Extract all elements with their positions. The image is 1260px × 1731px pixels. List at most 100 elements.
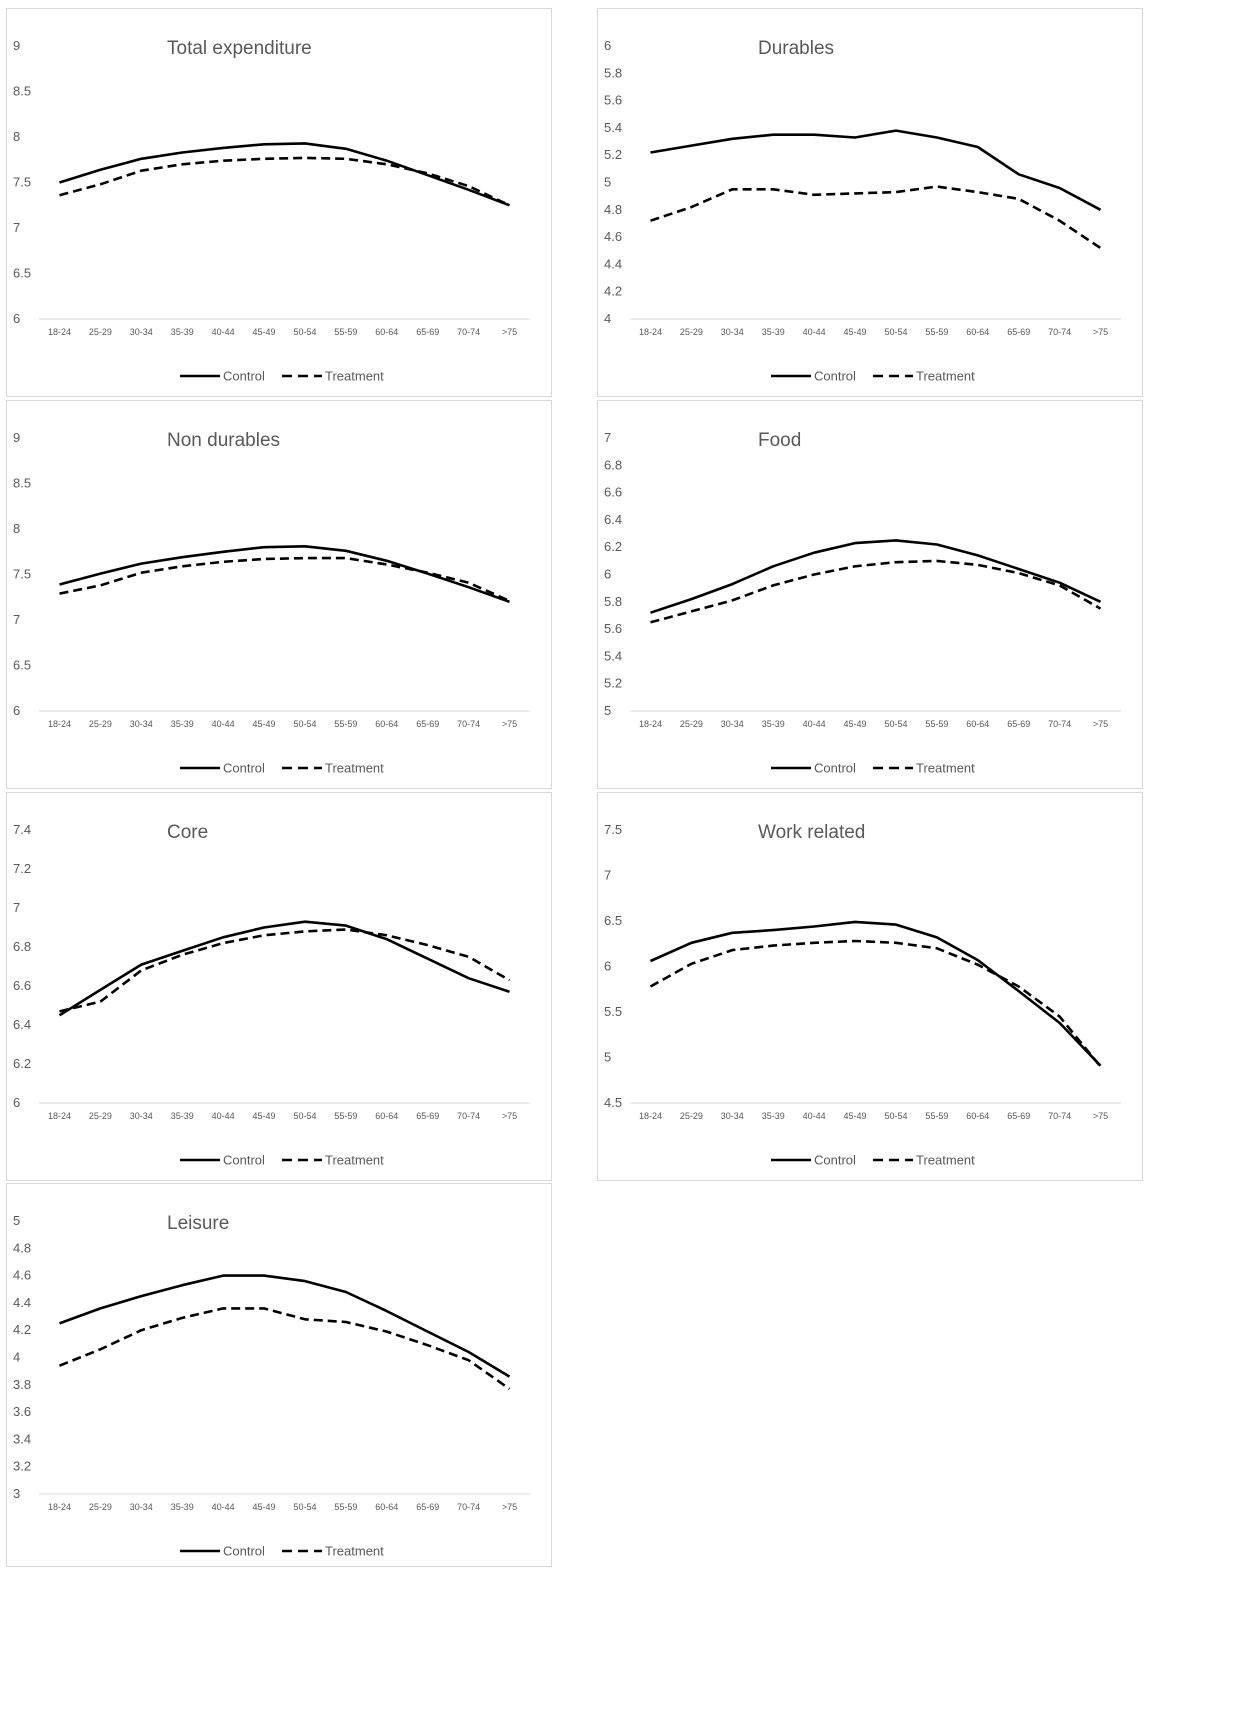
x-tick-label: 65-69 xyxy=(1007,327,1030,337)
x-tick-label: 60-64 xyxy=(375,1502,398,1512)
x-tick-label: 65-69 xyxy=(416,719,439,729)
y-tick-label: 5.4 xyxy=(604,120,622,135)
x-tick-label: 40-44 xyxy=(212,327,235,337)
x-tick-label: 70-74 xyxy=(457,1502,480,1512)
x-tick-label: >75 xyxy=(1093,719,1108,729)
x-tick-label: 60-64 xyxy=(375,719,398,729)
x-tick-label: 35-39 xyxy=(762,719,785,729)
x-tick-label: 65-69 xyxy=(416,1111,439,1121)
series-line-treatment xyxy=(59,156,511,207)
chart-svg-core: Core 6 6.2 6.4 6.6 6.8 7 7.2 7.4 18-24 25-29 30-34 3… xyxy=(13,822,530,1168)
x-tick-label: 55-59 xyxy=(334,1502,357,1512)
y-tick-label: 7.4 xyxy=(13,822,31,837)
y-tick-label: 6.5 xyxy=(604,913,622,928)
legend-label-treatment: Treatment xyxy=(916,1153,975,1168)
chart-svg-work-related: Work related 4.5 5 5.5 6 6.5 7 7.5 18-24 25-29 30-… xyxy=(604,822,1121,1168)
x-tick-label: >75 xyxy=(502,1111,517,1121)
x-tick-label: 70-74 xyxy=(457,327,480,337)
y-tick-label: 6.8 xyxy=(13,939,31,954)
y-tick-label: 6 xyxy=(13,1095,20,1110)
legend-label-treatment: Treatment xyxy=(325,369,384,384)
y-tick-label: 5 xyxy=(604,703,611,718)
y-tick-label: 4.8 xyxy=(604,202,622,217)
y-tick-label: 8.5 xyxy=(13,84,31,99)
y-tick-label: 3.4 xyxy=(13,1431,31,1446)
y-tick-label: 8.5 xyxy=(13,476,31,491)
series-line-treatment xyxy=(59,928,511,1013)
y-tick-label: 6.4 xyxy=(13,1017,31,1032)
legend-label-treatment: Treatment xyxy=(916,369,975,384)
x-tick-label: 55-59 xyxy=(925,719,948,729)
y-tick-label: 6 xyxy=(13,703,20,718)
y-tick-label: 6.6 xyxy=(13,978,31,993)
x-tick-label: 45-49 xyxy=(844,1111,867,1121)
x-tick-label: 40-44 xyxy=(212,719,235,729)
x-tick-label: 35-39 xyxy=(171,1111,194,1121)
x-tick-label: 60-64 xyxy=(966,327,989,337)
x-tick-label: 45-49 xyxy=(253,719,276,729)
y-tick-label: 8 xyxy=(13,129,20,144)
x-tick-label: 18-24 xyxy=(48,719,71,729)
y-tick-label: 3 xyxy=(13,1486,20,1501)
x-tick-label: 25-29 xyxy=(89,327,112,337)
legend-label-control: Control xyxy=(223,1153,265,1168)
x-tick-label: 30-34 xyxy=(130,1502,153,1512)
x-tick-label: 25-29 xyxy=(680,1111,703,1121)
y-tick-label: 4 xyxy=(604,311,611,326)
x-tick-label: 70-74 xyxy=(1048,719,1071,729)
chart-title: Non durables xyxy=(167,430,280,451)
x-tick-label: 60-64 xyxy=(966,719,989,729)
series-line-treatment xyxy=(650,559,1102,624)
y-tick-label: 5.2 xyxy=(604,676,622,691)
x-tick-label: >75 xyxy=(1093,1111,1108,1121)
chart-title: Leisure xyxy=(167,1213,229,1234)
chart-svg-non-durables: Non durables 6 6.5 7 7.5 8 8.5 9 18-24 25-29 30-34… xyxy=(13,430,530,776)
y-tick-label: 7 xyxy=(13,220,20,235)
y-tick-label: 7.5 xyxy=(13,175,31,190)
y-tick-label: 5.6 xyxy=(604,93,622,108)
chart-panel-non-durables: Non durables 6 6.5 7 7.5 8 8.5 9 18-24 25-29 30-34… xyxy=(6,400,552,789)
x-tick-label: 65-69 xyxy=(1007,719,1030,729)
x-tick-label: 45-49 xyxy=(253,1502,276,1512)
y-tick-label: 6 xyxy=(604,38,611,53)
y-tick-label: 4.6 xyxy=(13,1268,31,1283)
y-tick-label: 6.2 xyxy=(13,1056,31,1071)
y-tick-label: 4.2 xyxy=(13,1322,31,1337)
series-line-control xyxy=(59,545,510,604)
x-tick-label: 30-34 xyxy=(721,719,744,729)
chart-panel-total-expenditure: Total expenditure 6 6.5 7 7.5 8 8.5 9 18-24 25-29… xyxy=(6,8,552,397)
chart-title: Durables xyxy=(758,38,834,59)
series-line-treatment xyxy=(59,556,511,603)
y-tick-label: 5.6 xyxy=(604,621,622,636)
y-tick-label: 5 xyxy=(604,1050,611,1065)
y-tick-label: 7 xyxy=(604,868,611,883)
legend-label-control: Control xyxy=(223,1544,265,1559)
x-tick-label: 35-39 xyxy=(171,327,194,337)
x-tick-label: >75 xyxy=(502,327,517,337)
y-tick-label: 7 xyxy=(604,430,611,445)
x-tick-label: 30-34 xyxy=(130,327,153,337)
x-tick-label: 45-49 xyxy=(844,327,867,337)
x-tick-label: 55-59 xyxy=(334,327,357,337)
x-tick-label: >75 xyxy=(1093,327,1108,337)
x-tick-label: 35-39 xyxy=(171,719,194,729)
chart-svg-total-expenditure: Total expenditure 6 6.5 7 7.5 8 8.5 9 18-24 25-29… xyxy=(13,38,530,384)
y-tick-label: 4 xyxy=(13,1350,20,1365)
y-tick-label: 4.5 xyxy=(604,1095,622,1110)
y-tick-label: 5 xyxy=(13,1213,20,1228)
y-tick-label: 4.2 xyxy=(604,284,622,299)
y-tick-label: 6 xyxy=(13,311,20,326)
x-tick-label: 50-54 xyxy=(293,719,316,729)
y-tick-label: 6.8 xyxy=(604,457,622,472)
chart-panel-work-related: Work related 4.5 5 5.5 6 6.5 7 7.5 18-24 25-29 30-… xyxy=(597,792,1143,1181)
x-tick-label: 40-44 xyxy=(212,1502,235,1512)
chart-svg-food: Food 5 5.2 5.4 5.6 5.8 6 6.2 6.4 6.6 6.8 7 18-24 25-2… xyxy=(604,430,1121,776)
y-tick-label: 9 xyxy=(13,430,20,445)
x-tick-label: 35-39 xyxy=(762,1111,785,1121)
series-line-control xyxy=(650,129,1102,211)
x-tick-label: 50-54 xyxy=(293,1502,316,1512)
y-tick-label: 6.5 xyxy=(13,266,31,281)
y-tick-label: 4.6 xyxy=(604,229,622,244)
x-tick-label: 45-49 xyxy=(844,719,867,729)
y-tick-label: 3.2 xyxy=(13,1459,31,1474)
